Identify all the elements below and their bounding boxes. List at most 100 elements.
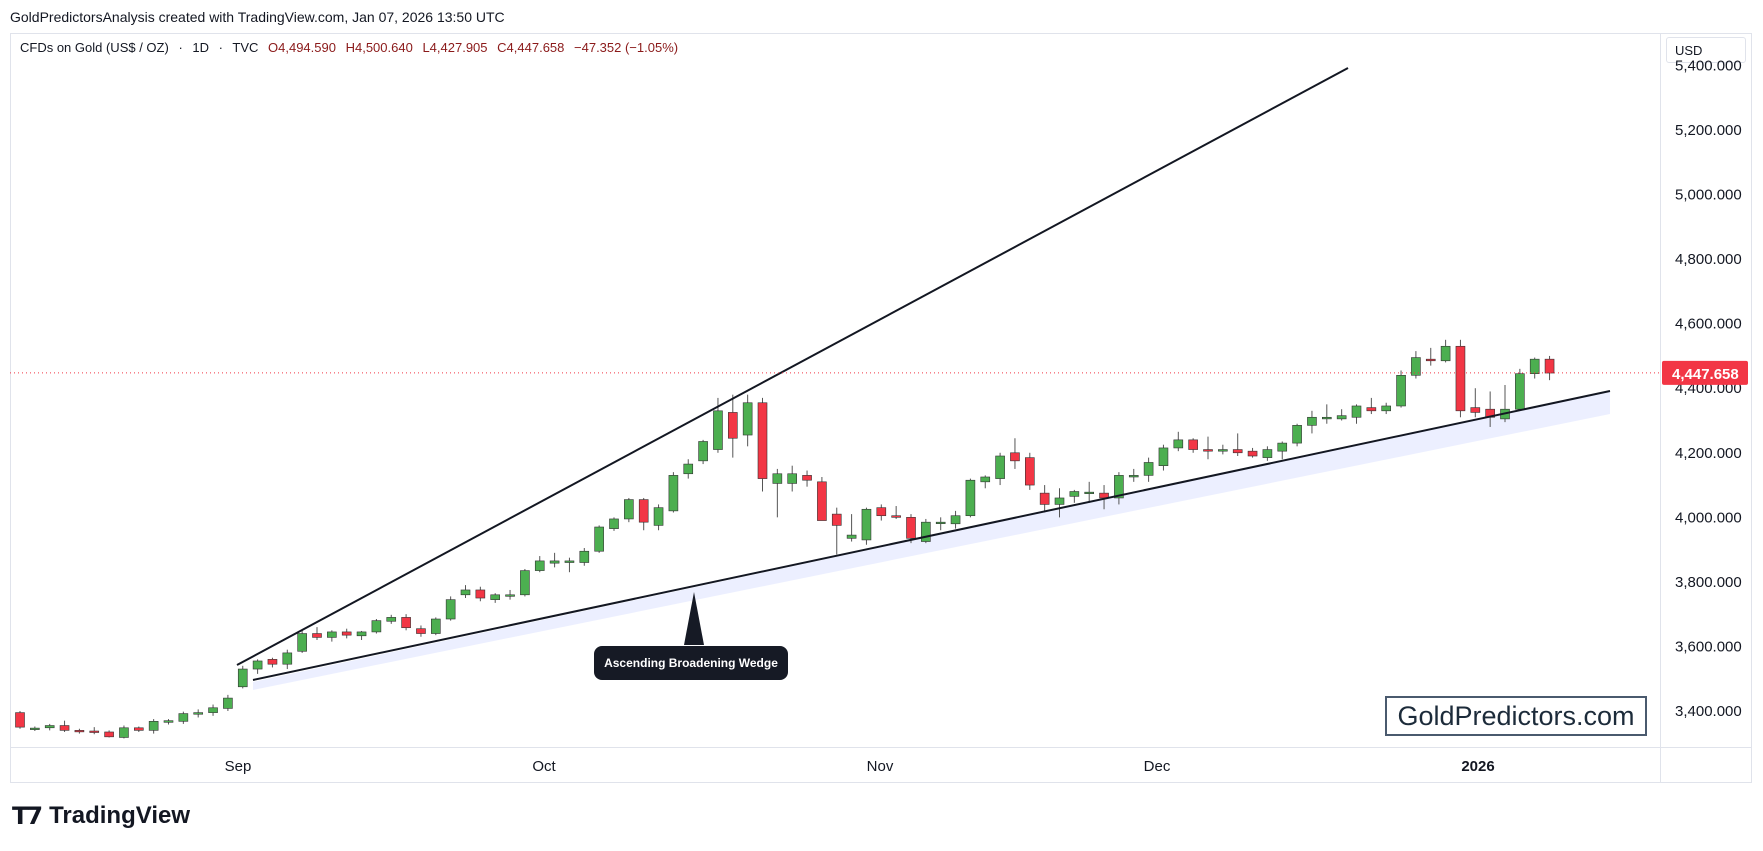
candle[interactable]: [193, 709, 203, 718]
candle[interactable]: [1218, 444, 1228, 455]
candle[interactable]: [817, 476, 827, 521]
candle[interactable]: [341, 628, 352, 639]
candle[interactable]: [505, 589, 515, 600]
candle[interactable]: [1054, 488, 1065, 518]
candle[interactable]: [549, 552, 560, 568]
candle[interactable]: [267, 657, 278, 668]
candle[interactable]: [624, 497, 634, 523]
candle[interactable]: [1425, 347, 1436, 366]
candle[interactable]: [59, 720, 70, 732]
pattern-annotation-label[interactable]: Ascending Broadening Wedge: [594, 646, 788, 680]
candle[interactable]: [475, 586, 486, 602]
candle[interactable]: [742, 394, 753, 447]
candle[interactable]: [594, 525, 604, 553]
candle[interactable]: [1232, 433, 1243, 457]
candle[interactable]: [104, 730, 114, 738]
candle[interactable]: [237, 665, 248, 689]
candle[interactable]: [1188, 438, 1198, 453]
candle[interactable]: [312, 627, 322, 640]
candle[interactable]: [282, 649, 293, 670]
candle[interactable]: [802, 470, 812, 487]
candle[interactable]: [401, 614, 411, 631]
candle[interactable]: [223, 694, 233, 711]
candle[interactable]: [935, 517, 946, 531]
symbol-name[interactable]: CFDs on Gold (US$ / OZ): [20, 40, 169, 55]
candle[interactable]: [653, 504, 664, 531]
candle[interactable]: [148, 719, 159, 734]
candle[interactable]: [921, 518, 931, 544]
candle[interactable]: [1381, 402, 1391, 415]
candle[interactable]: [1366, 397, 1377, 415]
candle[interactable]: [1292, 423, 1302, 447]
candle[interactable]: [876, 504, 887, 521]
candle[interactable]: [89, 727, 100, 735]
candle[interactable]: [727, 394, 738, 458]
candle[interactable]: [891, 506, 901, 519]
candle[interactable]: [252, 659, 263, 674]
candle[interactable]: [668, 472, 679, 513]
candle[interactable]: [861, 507, 872, 545]
candle[interactable]: [1515, 368, 1525, 411]
candle[interactable]: [1025, 452, 1035, 490]
candle[interactable]: [980, 475, 991, 489]
candle[interactable]: [1262, 446, 1273, 461]
interval[interactable]: 1D: [192, 40, 210, 55]
candle[interactable]: [208, 704, 218, 716]
candle[interactable]: [1128, 468, 1139, 482]
candle[interactable]: [609, 517, 619, 531]
candle[interactable]: [1247, 447, 1258, 458]
candle[interactable]: [787, 465, 798, 492]
candle[interactable]: [134, 726, 144, 732]
candle[interactable]: [1084, 481, 1094, 503]
candle[interactable]: [44, 723, 55, 731]
candle[interactable]: [1158, 444, 1169, 471]
candle[interactable]: [1143, 457, 1154, 482]
candle[interactable]: [1411, 351, 1421, 379]
candle[interactable]: [1307, 410, 1317, 434]
candle[interactable]: [1529, 357, 1540, 379]
candle[interactable]: [965, 478, 976, 518]
candle[interactable]: [430, 617, 441, 636]
candle[interactable]: [772, 468, 783, 518]
candle[interactable]: [1039, 485, 1050, 513]
candle[interactable]: [995, 452, 1005, 486]
candle[interactable]: [1440, 339, 1451, 363]
candle[interactable]: [1544, 355, 1555, 381]
candle[interactable]: [297, 630, 307, 653]
candle[interactable]: [460, 585, 471, 599]
candle[interactable]: [579, 547, 590, 566]
candle[interactable]: [831, 507, 842, 555]
candle[interactable]: [757, 397, 768, 492]
currency-selector[interactable]: USD: [1666, 37, 1746, 63]
candle[interactable]: [846, 514, 857, 542]
candle[interactable]: [638, 497, 649, 531]
candle[interactable]: [1470, 388, 1481, 418]
candle[interactable]: [683, 459, 694, 479]
candle[interactable]: [1336, 409, 1347, 421]
candle[interactable]: [1173, 431, 1184, 452]
tradingview-logo[interactable]: T7 TradingView: [12, 802, 190, 830]
candle[interactable]: [564, 557, 575, 573]
candle[interactable]: [327, 630, 337, 642]
candle[interactable]: [1114, 472, 1124, 505]
candle[interactable]: [386, 614, 397, 624]
candle[interactable]: [1396, 370, 1406, 408]
candle[interactable]: [163, 719, 174, 725]
candle[interactable]: [520, 568, 530, 597]
candle[interactable]: [1455, 339, 1466, 418]
candle[interactable]: [15, 711, 25, 729]
candle[interactable]: [178, 711, 189, 724]
candle[interactable]: [490, 593, 501, 603]
candle[interactable]: [1203, 436, 1213, 460]
candle[interactable]: [30, 726, 40, 732]
candle[interactable]: [1500, 384, 1510, 423]
candle[interactable]: [950, 510, 961, 529]
candle[interactable]: [445, 596, 456, 621]
candle[interactable]: [371, 619, 382, 634]
candle[interactable]: [1351, 404, 1362, 424]
upper-trendline[interactable]: [236, 67, 1349, 666]
candle[interactable]: [356, 630, 367, 640]
candle[interactable]: [906, 514, 916, 544]
candle[interactable]: [1277, 441, 1288, 460]
